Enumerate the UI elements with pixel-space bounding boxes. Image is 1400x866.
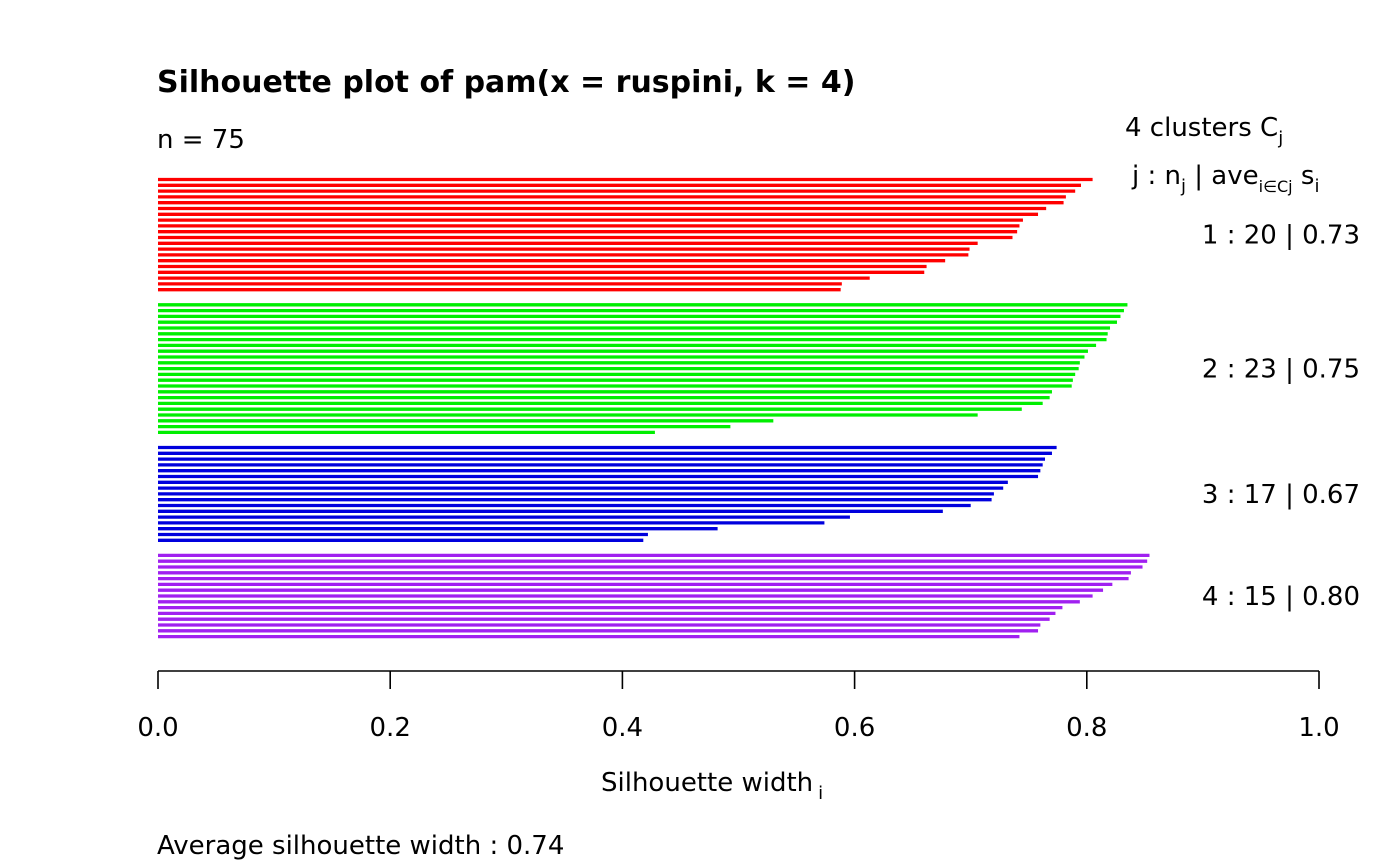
x-axis-label-sub: i (818, 783, 823, 804)
x-tick-label: 0.0 (137, 713, 178, 743)
cluster-label-3: 3 : 17 | 0.67 (1202, 480, 1360, 510)
x-tick-label: 0.6 (834, 713, 875, 743)
legend-header-2-b: | ave (1186, 161, 1259, 191)
x-axis-label: Silhouette width i (601, 768, 823, 804)
x-tick-label: 0.8 (1066, 713, 1107, 743)
x-tick-label: 0.2 (370, 713, 411, 743)
x-tick-label: 1.0 (1298, 713, 1339, 743)
legend-header-1-text: 4 clusters C (1125, 113, 1278, 143)
legend-header-1-sub: j (1277, 128, 1283, 149)
x-axis-label-text: Silhouette width (601, 768, 813, 798)
x-axis: 0.0 0.2 0.4 0.6 0.8 1.0 (137, 670, 1340, 743)
legend-header-2-b-sub: i∈Cj (1259, 177, 1293, 196)
x-tick-label: 0.4 (602, 713, 643, 743)
average-silhouette-width: Average silhouette width : 0.74 (157, 831, 564, 861)
cluster-label-4: 4 : 15 | 0.80 (1202, 582, 1360, 612)
legend-header-2-c-sub: i (1314, 176, 1319, 197)
cluster-labels-group: 1 : 20 | 0.73 2 : 23 | 0.75 3 : 17 | 0.67 4… (1202, 221, 1360, 612)
legend-header-1: 4 clusters Cj (1125, 113, 1283, 149)
cluster-label-1: 1 : 20 | 0.73 (1202, 221, 1360, 251)
legend-header-2: j : nj | avei∈Cj si (1131, 161, 1319, 197)
legend-header-2-a: j : n (1131, 161, 1181, 191)
bars-group (158, 177, 1150, 639)
legend-header-2-a-sub: j (1180, 176, 1186, 197)
chart-title: Silhouette plot of pam(x = ruspini, k = … (157, 65, 855, 100)
legend-header-2-c: s (1293, 161, 1315, 191)
cluster-label-2: 2 : 23 | 0.75 (1202, 355, 1360, 385)
n-label: n = 75 (157, 125, 245, 155)
